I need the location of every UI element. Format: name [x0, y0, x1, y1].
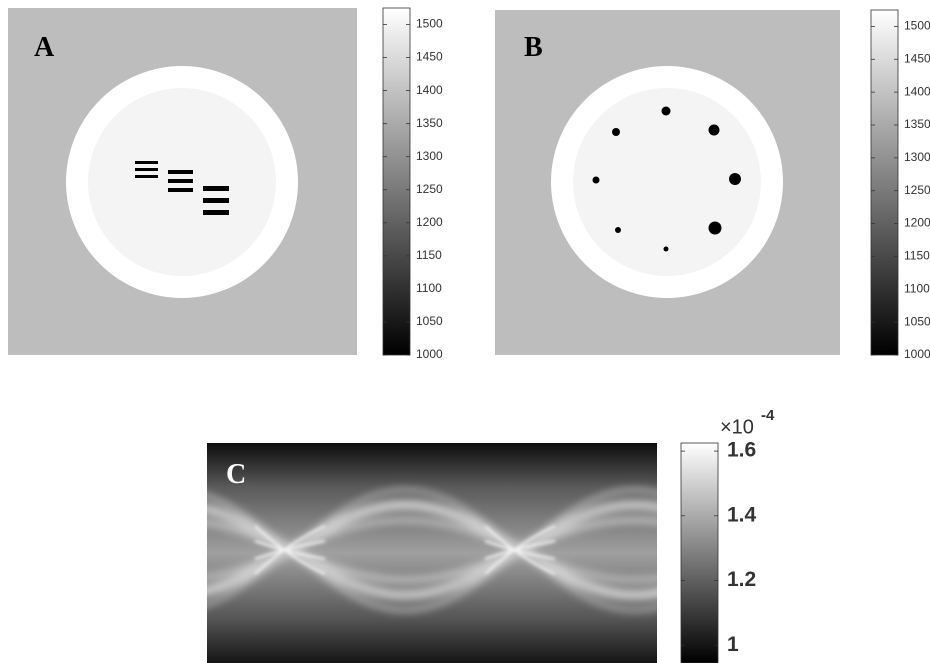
panel-label: B — [524, 32, 543, 63]
panel-label: A — [34, 32, 55, 63]
colorbar-multiplier: ×10 — [720, 416, 754, 438]
tick-label: 1000 — [416, 347, 443, 361]
tick-label: 1050 — [904, 314, 930, 328]
tick-label: 1.4 — [727, 503, 757, 526]
tick-label: 1400 — [416, 83, 443, 97]
tick-label: 1300 — [416, 149, 443, 163]
tick-label: 1150 — [904, 249, 930, 263]
tick-label: 1350 — [904, 117, 930, 131]
tick-label: 1.6 — [727, 439, 756, 462]
tick-label: 1350 — [416, 116, 443, 130]
tick-label: 1450 — [416, 50, 443, 64]
colorbar — [383, 8, 410, 355]
tick-label: 1 — [727, 633, 739, 656]
tick-label: 1250 — [904, 183, 930, 197]
panel-label: C — [226, 459, 246, 490]
colorbar — [681, 443, 718, 663]
tick-label: 1500 — [904, 19, 930, 33]
figure: A B C 1000 1050 1100 1150 1200 1250 1300 1350 14… — [0, 0, 930, 663]
image-c — [200, 443, 665, 663]
colorbar-exponent: -4 — [761, 407, 775, 424]
tick-label: 1300 — [904, 150, 930, 164]
tick-label: 1.2 — [727, 568, 756, 591]
image-b — [495, 10, 840, 355]
tick-label: 1150 — [416, 248, 442, 262]
image-a — [8, 8, 357, 355]
tick-label: 1250 — [416, 182, 443, 196]
tick-label: 1500 — [416, 17, 443, 31]
tick-label: 1200 — [416, 215, 443, 229]
tick-label: 1100 — [416, 281, 442, 295]
tick-label: 1400 — [904, 84, 930, 98]
colorbar — [871, 10, 898, 355]
tick-label: 1050 — [416, 314, 443, 328]
tick-label: 1000 — [904, 347, 930, 361]
tick-label: 1100 — [904, 281, 930, 295]
tick-label: 1450 — [904, 51, 930, 65]
tick-label: 1200 — [904, 216, 930, 230]
